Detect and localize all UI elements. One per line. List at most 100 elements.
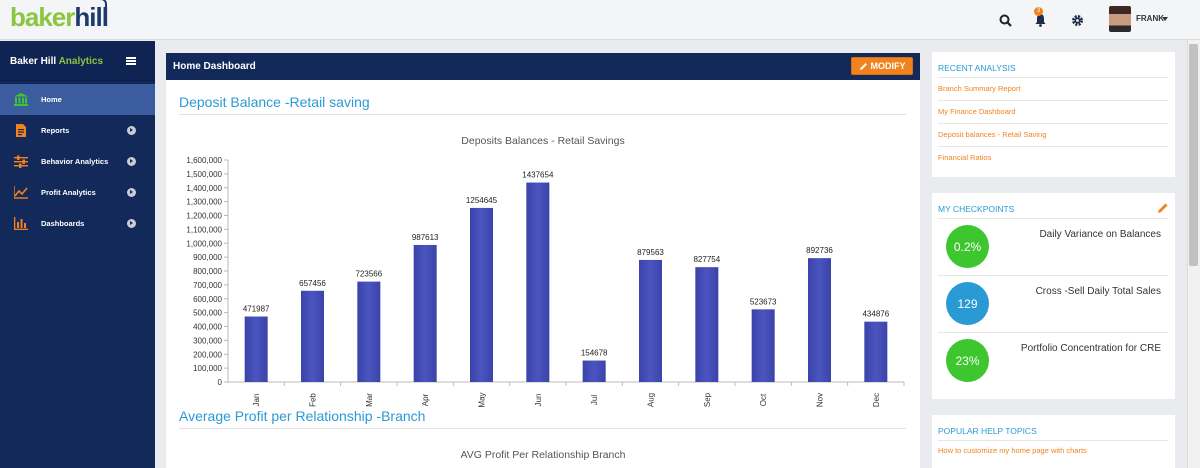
checkpoint-value-circle[interactable]: 129 [946,282,989,325]
x-tick-label: Sep [703,392,712,407]
sidebar-title-accent: Analytics [58,56,104,67]
home-dashboard-panel: Home Dashboard MODIFY Deposit Balance -R… [166,53,920,468]
help-topic-link[interactable]: How to customize my home page with chart… [938,446,1087,455]
deposit-balance-bar-chart: 0 100,000 200,000 300,000 400,000 500,000 600,… [186,156,905,408]
sliders-icon [14,155,28,168]
data-label: 879563 [637,248,664,257]
y-tick-label: 400,000 [193,323,222,332]
user-name[interactable]: FRANK [1136,14,1164,23]
y-tick-label: 0 [218,378,223,387]
bell-icon[interactable] [1031,11,1049,29]
bar [582,360,606,382]
divider [179,428,906,429]
sidebar-item-reports[interactable]: Reports [0,115,155,146]
checkpoint-label: Portfolio Concentration for CRE [1020,343,1161,354]
chevron-right-icon[interactable] [127,188,136,197]
y-tick-label: 1,400,000 [186,184,222,193]
sidebar-title-main: Baker Hill [10,56,57,67]
chart-title-avg-profit: AVG Profit Per Relationship Branch [460,449,626,461]
sidebar-title: Baker Hill Analytics [10,56,103,67]
panel-header: Home Dashboard MODIFY [166,53,920,80]
bar [751,309,775,382]
sidebar-item-label: Profit Analytics [41,188,96,197]
divider [938,332,1168,333]
recent-analysis-link[interactable]: Financial Ratios [938,153,992,162]
avatar[interactable] [1109,6,1131,32]
y-tick-label: 1,300,000 [186,198,222,207]
checkpoints-card: MY CHECKPOINTS 0.2% Daily Variance on Ba… [932,193,1175,399]
y-tick-label: 1,600,000 [186,156,222,165]
y-tick-label: 500,000 [193,309,222,318]
y-tick-label: 700,000 [193,281,222,290]
recent-analysis-link[interactable]: Deposit balances - Retail Saving [938,130,1047,139]
data-label: 657456 [299,279,326,288]
chevron-right-icon[interactable] [127,219,136,228]
edit-pencil-icon[interactable] [1157,202,1169,214]
chart-title: Deposits Balances - Retail Savings [461,135,625,147]
chevron-down-icon[interactable] [1162,17,1168,21]
x-tick-label: Mar [365,393,374,407]
x-tick-label: Jan [252,394,261,407]
section-title-average-profit: Average Profit per Relationship -Branch [179,408,426,424]
section-title-deposit-balance: Deposit Balance -Retail saving [179,94,370,110]
bar [808,258,831,382]
menu-toggle-icon[interactable] [126,57,136,65]
chevron-right-icon[interactable] [127,157,136,166]
bar [639,259,662,382]
sidebar-item-behavior-analytics[interactable]: Behavior Analytics [0,146,155,177]
checkpoint-value-circle[interactable]: 0.2% [946,225,989,268]
recent-analysis-link[interactable]: My Finance Dashboard [938,107,1016,116]
scrollbar-thumb[interactable] [1189,44,1198,266]
bar [695,267,719,382]
y-tick-label: 900,000 [193,253,222,262]
y-tick-label: 1,500,000 [186,170,222,179]
y-tick-label: 1,200,000 [186,212,222,221]
y-tick-label: 100,000 [193,364,222,373]
bar-chart-icon [14,217,28,230]
sidebar-item-dashboards[interactable]: Dashboards [0,208,155,239]
checkpoint-label: Daily Variance on Balances [1039,229,1161,240]
line-chart-icon [14,186,28,199]
checkpoint-value-circle[interactable]: 23% [946,339,989,382]
divider [938,146,1168,147]
brand-logo[interactable]: bakerhill [10,0,109,33]
x-tick-label: Aug [647,393,656,407]
x-tick-label: Jun [534,394,543,407]
gear-icon[interactable] [1068,11,1086,29]
top-bar: bakerhill 3 FRANK [0,0,1200,40]
chevron-right-icon[interactable] [127,126,136,135]
data-label: 723566 [355,270,382,279]
x-tick-label: Oct [759,393,768,406]
bar [470,207,493,382]
y-tick-label: 1,100,000 [186,225,222,234]
report-icon [16,124,26,137]
x-tick-label: Apr [421,393,430,406]
checkpoint-label: Cross -Sell Daily Total Sales [1035,286,1161,297]
divider [938,218,1168,219]
recent-analysis-link[interactable]: Branch Summary Report [938,84,1021,93]
data-label: 1437654 [522,171,554,180]
sidebar-header: Baker Hill Analytics [0,41,155,81]
sidebar-item-home[interactable]: Home [0,84,155,115]
sidebar: Baker Hill Analytics Home Reports Behavi… [0,41,155,468]
search-icon[interactable] [996,11,1014,29]
data-label: 987613 [412,233,439,242]
logo-text-baker: baker [10,2,75,32]
data-label: 892736 [806,246,833,255]
x-tick-label: Nov [816,393,825,407]
logo-check-mark [101,0,107,10]
divider [938,440,1168,441]
sidebar-item-label: Behavior Analytics [41,157,109,166]
y-tick-label: 1,000,000 [186,239,222,248]
sidebar-item-label: Home [41,95,62,104]
card-title: MY CHECKPOINTS [938,204,1015,214]
data-label: 827754 [693,255,720,264]
x-tick-label: Jul [590,395,599,405]
help-topics-card: POPULAR HELP TOPICS How to customize my … [932,415,1175,468]
y-tick-label: 600,000 [193,295,222,304]
bar [357,281,381,382]
sidebar-item-profit-analytics[interactable]: Profit Analytics [0,177,155,208]
sidebar-item-label: Dashboards [41,219,85,228]
modify-button[interactable]: MODIFY [851,57,913,75]
sidebar-item-label: Reports [41,126,70,135]
